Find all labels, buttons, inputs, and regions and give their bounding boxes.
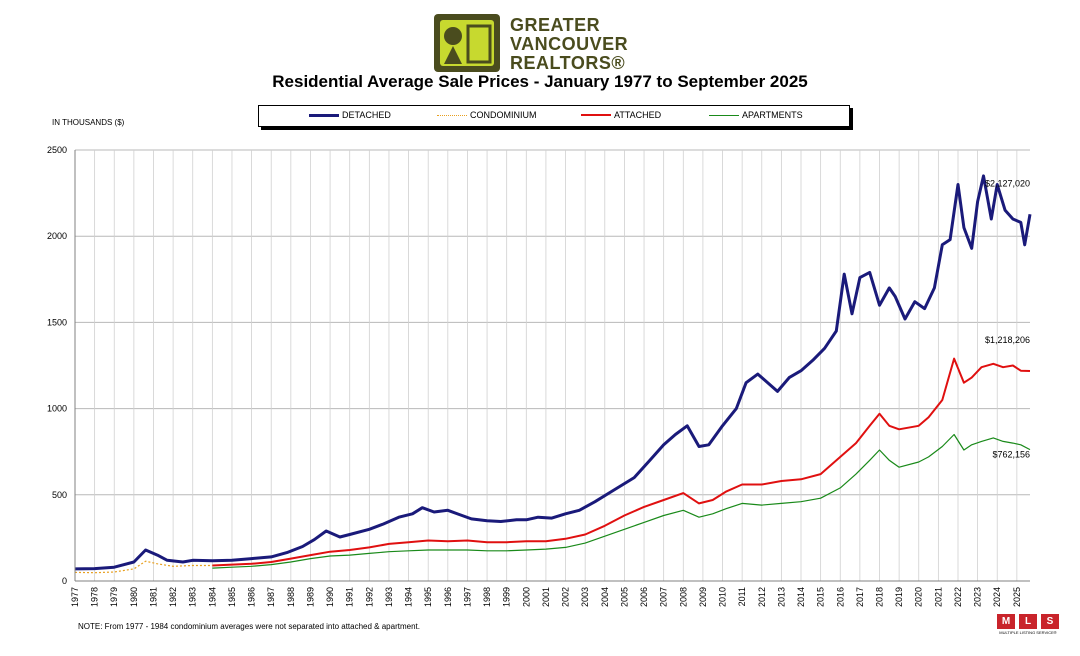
x-tick-label: 1991 (345, 587, 355, 607)
chart-axes (74, 150, 1030, 582)
end-value-label: $1,218,206 (985, 335, 1030, 345)
logo-mark (434, 14, 500, 72)
chart-legend: DETACHED CONDOMINIUM ATTACHED APARTMENTS (258, 105, 850, 127)
legend-swatch-condominium (437, 114, 467, 116)
x-tick-label: 1988 (286, 587, 296, 607)
x-tick-label: 2021 (933, 587, 943, 607)
chart-series (74, 174, 1032, 574)
series-line-apartments (212, 433, 1031, 569)
series-line-condominium (74, 560, 213, 574)
x-tick-label: 1992 (364, 587, 374, 607)
series-line-attached (212, 357, 1031, 567)
x-tick-label: 2025 (1012, 587, 1022, 607)
x-tick-label: 2007 (659, 587, 669, 607)
x-tick-label: 2015 (816, 587, 826, 607)
x-tick-label: 2010 (718, 587, 728, 607)
x-tick-label: 2009 (698, 587, 708, 607)
x-tick-label: 2011 (737, 587, 747, 606)
legend-item-apartments: APARTMENTS (709, 110, 803, 120)
legend-label-condominium: CONDOMINIUM (470, 110, 537, 120)
x-tick-label: 1994 (404, 587, 414, 607)
logo-line-3: REALTORS® (510, 53, 626, 73)
legend-item-condominium: CONDOMINIUM (437, 110, 537, 120)
legend-item-detached: DETACHED (309, 110, 391, 120)
legend-swatch-attached (581, 114, 611, 116)
x-tick-label: 2013 (776, 587, 786, 607)
x-tick-label: 2003 (580, 587, 590, 607)
x-tick-label: 2001 (541, 587, 551, 607)
legend-item-attached: ATTACHED (581, 110, 661, 120)
x-tick-label: 2008 (678, 587, 688, 607)
legend-label-attached: ATTACHED (614, 110, 662, 120)
mls-letter-l: L (1019, 614, 1037, 629)
x-tick-label: 1997 (462, 587, 472, 607)
x-tick-label: 1998 (482, 587, 492, 607)
x-tick-label: 2006 (639, 587, 649, 607)
x-tick-label: 2018 (874, 587, 884, 607)
logo-line-1: GREATER (510, 15, 601, 35)
logo-line-2: VANCOUVER (510, 34, 629, 54)
chart-grid (74, 149, 1030, 582)
y-tick-label: 2500 (47, 145, 67, 155)
x-tick-label: 2019 (894, 587, 904, 607)
chart-tick-labels: 0 500 1000 1500 2000 2500 1977 1978 1979 1980 1981… (47, 145, 1022, 607)
y-tick-label: 500 (52, 490, 67, 500)
x-tick-label: 1985 (227, 587, 237, 607)
x-tick-label: 1987 (266, 587, 276, 607)
chart-annotations: $2,127,020 $1,218,206 $762,156 (985, 178, 1030, 459)
x-tick-label: 2022 (953, 587, 963, 607)
x-tick-label: 1984 (207, 587, 217, 607)
end-value-label: $2,127,020 (985, 178, 1030, 188)
mls-logo: M L S MULTIPLE LISTING SERVICE® (997, 614, 1059, 636)
x-tick-label: 2012 (757, 587, 767, 607)
x-tick-label: 1993 (384, 587, 394, 607)
chart-title: Residential Average Sale Prices - Januar… (272, 72, 808, 91)
y-tick-label: 0 (62, 576, 67, 586)
x-tick-label: 2023 (973, 587, 983, 607)
x-tick-label: 2024 (992, 587, 1002, 607)
x-tick-label: 1978 (90, 587, 100, 607)
x-tick-label: 1982 (168, 587, 178, 607)
x-tick-label: 1980 (129, 587, 139, 607)
x-tick-label: 2004 (600, 587, 610, 607)
x-tick-label: 1996 (443, 587, 453, 607)
x-tick-label: 2014 (796, 587, 806, 607)
y-tick-label: 1500 (47, 317, 67, 327)
x-tick-label: 1986 (247, 587, 257, 607)
x-tick-label: 1995 (423, 587, 433, 607)
x-tick-label: 2016 (835, 587, 845, 607)
y-tick-label: 2000 (47, 231, 67, 241)
mls-letter-s: S (1041, 614, 1059, 629)
end-value-label: $762,156 (992, 450, 1030, 460)
y-tick-label: 1000 (47, 404, 67, 414)
series-line-detached (74, 174, 1032, 571)
y-axis-label: IN THOUSANDS ($) (52, 118, 125, 127)
x-tick-label: 1981 (148, 587, 158, 607)
x-tick-label: 1977 (70, 587, 80, 607)
x-tick-label: 2005 (619, 587, 629, 607)
x-tick-label: 1983 (188, 587, 198, 607)
x-tick-label: 2000 (521, 587, 531, 607)
mls-caption: MULTIPLE LISTING SERVICE® (999, 630, 1057, 635)
x-tick-label: 2020 (914, 587, 924, 607)
legend-label-apartments: APARTMENTS (742, 110, 803, 120)
x-tick-label: 1989 (305, 587, 315, 607)
footnote: NOTE: From 1977 - 1984 condominium avera… (78, 622, 420, 631)
x-tick-label: 1990 (325, 587, 335, 607)
x-tick-label: 2017 (855, 587, 865, 607)
x-tick-label: 1999 (502, 587, 512, 607)
legend-swatch-detached (309, 113, 339, 117)
mls-letter-m: M (997, 614, 1015, 629)
x-tick-label: 2002 (561, 587, 571, 607)
legend-label-detached: DETACHED (342, 110, 391, 120)
gvr-logo: GREATER VANCOUVER REALTORS® (434, 14, 654, 74)
x-tick-label: 1979 (109, 587, 119, 607)
legend-swatch-apartments (709, 114, 739, 116)
